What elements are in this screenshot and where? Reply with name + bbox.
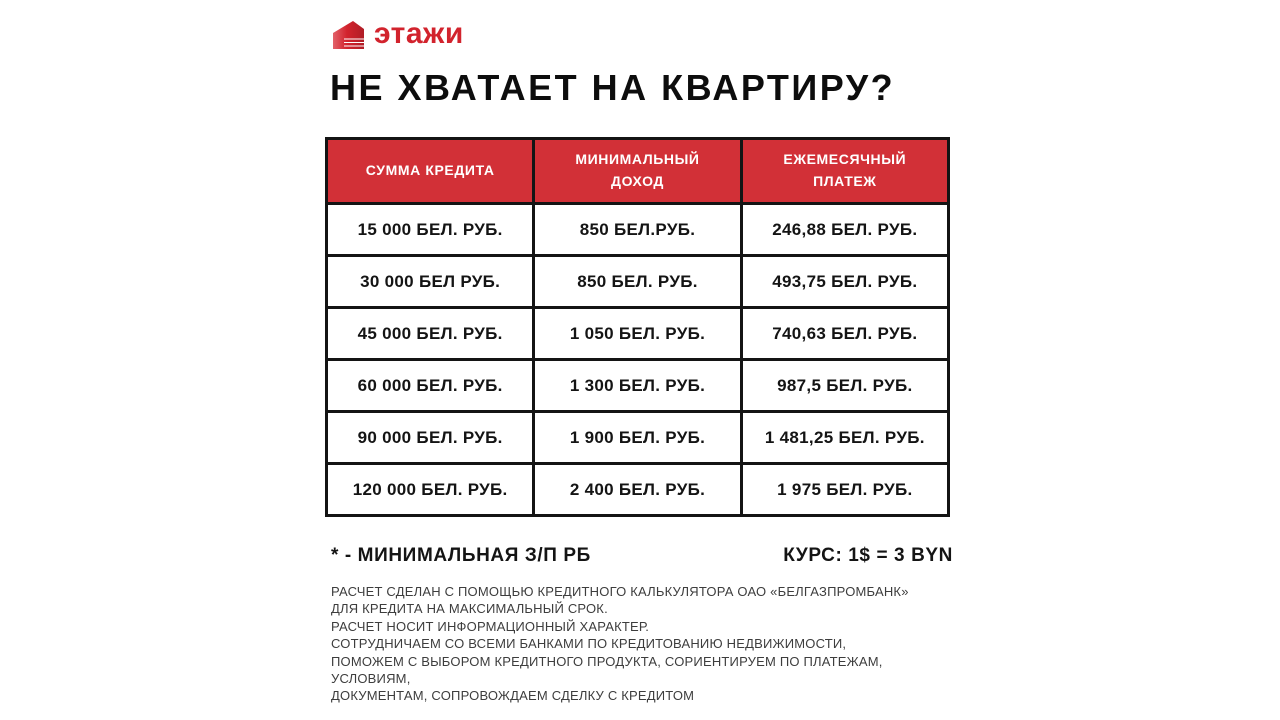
table-row: 60 000 БЕЛ. РУБ. 1 300 БЕЛ. РУБ. 987,5 Б… [324,358,951,413]
disclaimer-line: ДЛЯ КРЕДИТА НА МАКСИМАЛЬНЫЙ СРОК. [331,601,608,617]
credit-table-header: СУММА КРЕДИТА МИНИМАЛЬНЫЙ ДОХОД ЕЖЕМЕСЯЧ… [324,137,951,205]
table-cell: 1 975 БЕЛ. РУБ. [739,462,951,517]
column-header-min-income: МИНИМАЛЬНЫЙ ДОХОД [532,137,743,205]
column-header-monthly-payment: ЕЖЕМЕСЯЧНЫЙ ПЛАТЕЖ [739,137,951,205]
table-row: 90 000 БЕЛ. РУБ. 1 900 БЕЛ. РУБ. 1 481,2… [324,410,951,465]
table-cell: 850 БЕЛ.РУБ. [532,202,743,257]
disclaimer-line: ПОМОЖЕМ С ВЫБОРОМ КРЕДИТНОГО ПРОДУКТА, С… [331,653,883,669]
disclaimer: РАСЧЕТ СДЕЛАН С ПОМОЩЬЮ КРЕДИТНОГО КАЛЬК… [331,583,971,705]
credit-table-body: 15 000 БЕЛ. РУБ. 850 БЕЛ.РУБ. 246,88 БЕЛ… [324,202,951,517]
table-cell: 15 000 БЕЛ. РУБ. [324,202,536,257]
subline: * - МИНИМАЛЬНАЯ З/П РБ КУРС: 1$ = 3 BYN [331,545,953,567]
disclaimer-line: РАСЧЕТ СДЕЛАН С ПОМОЩЬЮ КРЕДИТНОГО КАЛЬК… [331,584,909,599]
disclaimer-line: СОТРУДНИЧАЕМ СО ВСЕМИ БАНКАМИ ПО КРЕДИТО… [331,636,847,652]
table-cell: 120 000 БЕЛ. РУБ. [324,462,536,517]
table-cell: 1 900 БЕЛ. РУБ. [532,410,743,465]
exchange-rate: КУРС: 1$ = 3 BYN [783,545,953,566]
table-cell: 246,88 БЕЛ. РУБ. [739,202,951,257]
etazhi-logo: этажи [332,19,464,51]
table-cell: 30 000 БЕЛ РУБ. [324,254,536,309]
disclaimer-line: УСЛОВИЯМ, [331,671,411,687]
table-cell: 60 000 БЕЛ. РУБ. [324,358,536,413]
table-cell: 1 481,25 БЕЛ. РУБ. [739,410,951,465]
credit-table: СУММА КРЕДИТА МИНИМАЛЬНЫЙ ДОХОД ЕЖЕМЕСЯЧ… [324,137,951,517]
column-header-credit-sum: СУММА КРЕДИТА [324,137,536,205]
table-cell: 2 400 БЕЛ. РУБ. [532,462,743,517]
table-row: 30 000 БЕЛ РУБ. 850 БЕЛ. РУБ. 493,75 БЕЛ… [324,254,951,309]
table-cell: 740,63 БЕЛ. РУБ. [739,306,951,361]
footnote-min-salary: * - МИНИМАЛЬНАЯ З/П РБ [331,545,591,566]
table-cell: 1 050 БЕЛ. РУБ. [532,306,743,361]
page-title: НЕ ХВАТАЕТ НА КВАРТИРУ? [330,67,896,108]
header-row: СУММА КРЕДИТА МИНИМАЛЬНЫЙ ДОХОД ЕЖЕМЕСЯЧ… [324,137,951,205]
table-cell: 850 БЕЛ. РУБ. [532,254,743,309]
logo-wordmark: этажи [374,17,464,50]
table-row: 45 000 БЕЛ. РУБ. 1 050 БЕЛ. РУБ. 740,63 … [324,306,951,361]
table-cell: 493,75 БЕЛ. РУБ. [739,254,951,309]
table-row: 120 000 БЕЛ. РУБ. 2 400 БЕЛ. РУБ. 1 975 … [324,462,951,517]
table-cell: 45 000 БЕЛ. РУБ. [324,306,536,361]
disclaimer-line: РАСЧЕТ НОСИТ ИНФОРМАЦИОННЫЙ ХАРАКТЕР. [331,618,650,634]
table-cell: 987,5 БЕЛ. РУБ. [739,358,951,413]
table-cell: 1 300 БЕЛ. РУБ. [532,358,743,413]
table-row: 15 000 БЕЛ. РУБ. 850 БЕЛ.РУБ. 246,88 БЕЛ… [324,202,951,257]
house-icon [333,21,364,49]
disclaimer-line: ДОКУМЕНТАМ, СОПРОВОЖДАЕМ СДЕЛКУ С КРЕДИТ… [331,688,695,704]
table-cell: 90 000 БЕЛ. РУБ. [324,410,536,465]
